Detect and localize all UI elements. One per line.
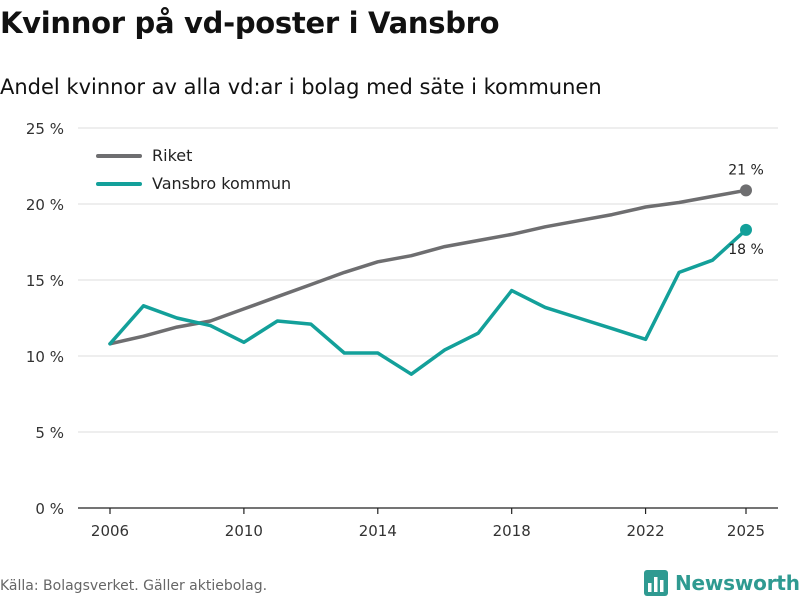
y-tick-label: 0 % [35, 500, 64, 518]
y-tick-label: 25 % [26, 120, 64, 138]
chart-subtitle: Andel kvinnor av alla vd:ar i bolag med … [0, 75, 602, 99]
legend-label-1: Vansbro kommun [152, 174, 291, 193]
series-end-point-0 [740, 184, 752, 197]
y-tick-label: 20 % [26, 196, 64, 214]
bar-chart-logo-icon [644, 570, 668, 596]
x-tick-label: 2010 [225, 522, 263, 540]
x-tick-label: 2006 [91, 522, 129, 540]
source-note: Källa: Bolagsverket. Gäller aktiebolag. [0, 578, 268, 594]
x-tick-label: 2022 [626, 522, 664, 540]
brand-logo: Newsworthy [644, 570, 800, 596]
brand-name: Newsworthy [675, 571, 800, 595]
y-tick-label: 10 % [26, 348, 64, 366]
series-line-0 [108, 188, 748, 346]
series-end-label-1: 18 % [728, 242, 764, 258]
x-tick-label: 2025 [727, 522, 765, 540]
series-end-point-1 [740, 223, 752, 236]
y-tick-label: 15 % [26, 272, 64, 290]
x-tick-label: 2018 [493, 522, 531, 540]
y-tick-label: 5 % [35, 424, 64, 442]
legend-label-0: Riket [152, 146, 192, 165]
chart-title: Kvinnor på vd-poster i Vansbro [0, 6, 500, 40]
x-tick-label: 2014 [359, 522, 397, 540]
series-line-1 [108, 228, 748, 376]
series-end-label-0: 21 % [728, 162, 764, 178]
